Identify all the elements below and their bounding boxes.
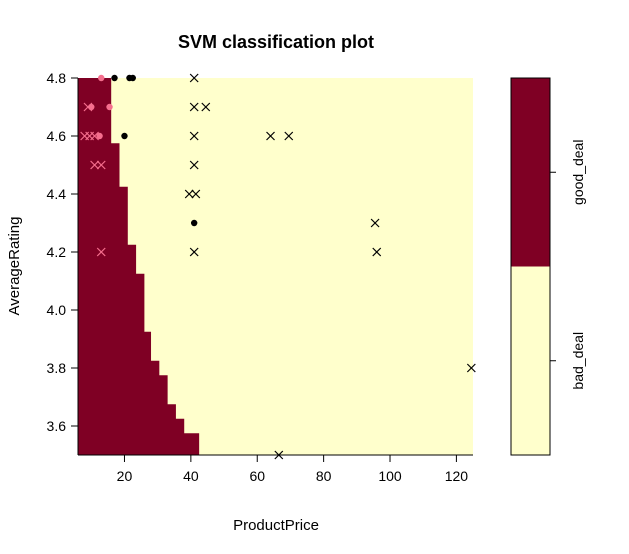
legend-color-key: bad_deal good_deal <box>510 77 586 456</box>
y-tick-label: 3.6 <box>47 418 67 434</box>
data-point-bad_deal-support-vector <box>266 131 275 141</box>
marker-stroke <box>90 131 100 141</box>
marker-stroke <box>201 102 211 112</box>
data-point-good_deal <box>88 103 95 111</box>
marker-stroke <box>266 131 275 141</box>
y-tick-label: 4.8 <box>47 70 67 86</box>
data-point-bad_deal-support-vector <box>189 131 199 141</box>
y-axis-label: AverageRating <box>6 217 23 316</box>
legend-label-bad_deal: bad_deal <box>570 332 586 390</box>
marker-stroke <box>372 247 382 257</box>
data-point-good_deal-support-vector <box>96 247 106 257</box>
data-point-bad_deal-support-vector <box>370 218 380 228</box>
data-point-bad_deal-support-vector <box>189 73 199 83</box>
data-point-good_deal <box>98 74 105 82</box>
data-point-bad_deal <box>121 132 128 140</box>
x-tick-label: 40 <box>183 468 199 484</box>
chart-title: SVM classification plot <box>178 32 374 52</box>
marker-stroke <box>370 218 380 228</box>
legend-frame <box>510 77 551 456</box>
data-point-good_deal-support-vector <box>90 160 100 170</box>
legend-band-bad_deal <box>511 266 550 455</box>
x-tick-label: 20 <box>117 468 133 484</box>
y-tick-label: 4.4 <box>47 186 67 202</box>
legend-label-good_deal: good_deal <box>570 140 586 205</box>
x-tick-label: 120 <box>445 468 469 484</box>
data-point-bad_deal <box>129 74 136 82</box>
data-point-bad_deal-support-vector <box>201 102 211 112</box>
marker-stroke <box>466 363 476 373</box>
marker-stroke <box>189 247 199 257</box>
data-point-bad_deal-support-vector <box>189 160 199 170</box>
data-point-bad_deal-support-vector <box>189 102 199 112</box>
marker-stroke <box>189 131 199 141</box>
data-point-bad_deal-support-vector <box>191 189 201 199</box>
plot-area: 20 40 60 80 100 120 3.6 3.8 4.0 4.2 4.4 4.6 4.8 <box>47 70 476 484</box>
data-point-good_deal-support-vector <box>90 131 100 141</box>
y-tick-label: 4.2 <box>47 244 67 260</box>
marker-stroke <box>96 160 106 170</box>
x-tick-label: 60 <box>249 468 265 484</box>
marker-stroke <box>90 160 100 170</box>
marker-stroke <box>284 131 294 141</box>
data-point-bad_deal-support-vector <box>284 131 294 141</box>
y-tick-label: 4.0 <box>47 302 67 318</box>
marker-stroke <box>191 189 201 199</box>
data-point-bad_deal-support-vector <box>466 363 476 373</box>
data-point-bad_deal-support-vector <box>184 189 194 199</box>
data-point-bad_deal <box>111 74 118 82</box>
marker-stroke <box>189 160 199 170</box>
region-good-deal <box>78 78 200 455</box>
x-tick-label: 100 <box>378 468 402 484</box>
data-point-bad_deal-support-vector <box>372 247 382 257</box>
data-point-good_deal <box>106 103 113 111</box>
marker-stroke <box>184 189 194 199</box>
marker-stroke <box>96 247 106 257</box>
data-point-bad_deal-support-vector <box>189 247 199 257</box>
y-tick-label: 3.8 <box>47 360 67 376</box>
x-axis-label: ProductPrice <box>233 517 319 534</box>
marker-stroke <box>189 102 199 112</box>
x-tick-label: 80 <box>316 468 332 484</box>
data-point-good_deal-support-vector <box>96 160 106 170</box>
y-tick-label: 4.6 <box>47 128 67 144</box>
legend-band-good_deal <box>511 78 550 267</box>
data-point-bad_deal <box>190 219 198 227</box>
data-point-good_deal <box>96 132 103 140</box>
marker-stroke <box>189 73 199 83</box>
